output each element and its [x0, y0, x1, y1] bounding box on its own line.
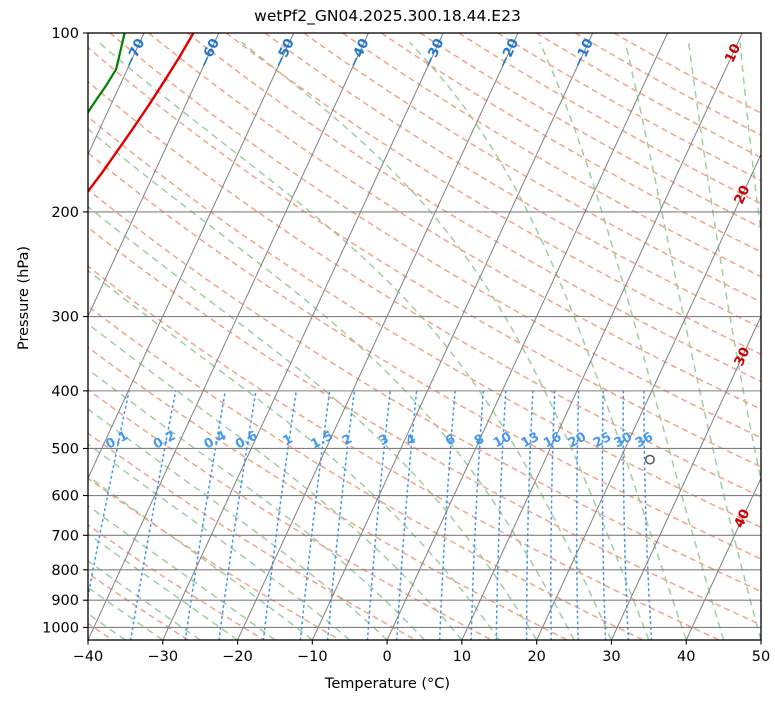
y-axis-ticks: 100 200 300 400 500 600 700 800 900 1000 [42, 26, 88, 636]
mixing-ratio-label: 25 [591, 430, 614, 452]
isotherm-line [88, 33, 369, 640]
x-axis-label: Temperature (°C) [324, 676, 451, 692]
isotherm-label: 10 [722, 41, 744, 65]
dry-adiabat [419, 33, 761, 229]
mixing-ratio-line [88, 390, 130, 601]
y-tick-label: 200 [51, 205, 79, 221]
moist-adiabat [88, 269, 500, 640]
isotherm-line [88, 33, 220, 318]
isotherm-line [88, 33, 295, 480]
dry-adiabat [380, 33, 761, 253]
dry-adiabat [109, 33, 761, 439]
mixing-ratio-label: 20 [566, 430, 589, 452]
moist-adiabat [88, 586, 164, 640]
x-tick-label: −30 [147, 649, 178, 665]
mixing-ratio-label: 36 [633, 430, 656, 452]
mixing-ratio-label: 30 [612, 430, 635, 452]
mixing-ratio-label: 16 [541, 430, 564, 452]
x-tick-label: −20 [222, 649, 253, 665]
y-tick-label: 600 [51, 489, 79, 505]
dry-adiabat [574, 33, 761, 136]
x-tick-label: 50 [752, 649, 770, 665]
x-tick-label: 0 [382, 649, 391, 665]
dry-adiabat [88, 188, 761, 593]
dry-adiabat [187, 33, 761, 383]
mixing-ratio-lines [88, 390, 653, 640]
mixing-ratio-label: 13 [519, 430, 542, 452]
mixing-ratio-line [299, 390, 331, 640]
moist-adiabat [624, 42, 761, 640]
dry-adiabat [88, 305, 644, 640]
isotherm-label: 30 [731, 345, 753, 369]
plot-border [87, 32, 762, 641]
moist-adiabat [687, 42, 761, 484]
moist-adiabat [88, 443, 351, 640]
lcl-marker-icon [644, 454, 655, 465]
x-tick-label: −40 [73, 649, 104, 665]
mixing-ratio-line [366, 390, 392, 640]
mixing-ratio-line [262, 390, 298, 640]
isotherm-lines [0, 33, 761, 640]
x-axis-ticks: −40 −30 −20 −10 0 10 20 30 40 50 [73, 640, 770, 665]
isotherm-line [386, 33, 668, 640]
isotherm-line [610, 315, 761, 640]
y-tick-label: 800 [51, 563, 79, 579]
marker-group [644, 454, 655, 465]
isotherm-line [311, 33, 594, 640]
isotherm-line [760, 638, 761, 640]
isotherm-line [88, 33, 145, 156]
dry-adiabat [88, 226, 761, 626]
mixing-ratio-line [326, 390, 356, 640]
moist-adiabat [241, 41, 650, 640]
y-tick-label: 900 [51, 593, 79, 609]
dry-adiabat [88, 115, 761, 529]
moist-adiabat [538, 41, 725, 640]
isotherm-line [536, 153, 761, 640]
dry-adiabat [88, 46, 761, 468]
mixing-ratio-line [395, 390, 418, 640]
y-tick-label: 700 [51, 528, 79, 544]
dry-adiabat [497, 33, 761, 182]
x-tick-label: 20 [527, 649, 545, 665]
y-tick-label: 500 [51, 441, 79, 457]
dry-adiabat [303, 33, 761, 303]
moist-adiabat [88, 532, 238, 640]
mixing-ratio-label: 10 [491, 430, 514, 452]
dry-adiabat [225, 33, 761, 356]
isotherm-line [0, 33, 69, 640]
dry-adiabat [88, 346, 568, 640]
isotherm-line [685, 476, 761, 640]
pressure-gridlines [88, 33, 761, 628]
y-tick-label: 1000 [42, 620, 79, 636]
isotherm-line [162, 33, 444, 640]
dry-adiabat [0, 33, 37, 640]
y-tick-label: 300 [51, 310, 79, 326]
dry-adiabat [88, 388, 492, 640]
isotherm-line [461, 33, 743, 640]
moist-adiabat [88, 205, 538, 640]
mixing-ratio-line [129, 390, 177, 640]
x-tick-label: 10 [453, 649, 471, 665]
mixing-ratio-line [184, 390, 227, 640]
moist-adiabat [88, 322, 463, 640]
x-tick-label: 40 [677, 649, 695, 665]
mixing-ratio-line [218, 390, 257, 640]
isotherm-line [237, 33, 519, 640]
dry-adiabat [88, 151, 761, 560]
y-tick-label: 100 [51, 26, 79, 42]
x-tick-label: −10 [297, 649, 328, 665]
y-tick-label: 400 [51, 384, 79, 400]
moist-adiabat [88, 639, 89, 640]
isotherm-label: 20 [731, 183, 753, 207]
x-tick-label: 30 [602, 649, 620, 665]
dry-adiabat-lines [0, 33, 761, 640]
isotherm-label: 40 [731, 507, 753, 531]
page-title: wetPf2_GN04.2025.300.18.44.E23 [254, 7, 521, 25]
moist-adiabat [88, 560, 201, 640]
plot-background [88, 33, 761, 640]
moist-adiabat [98, 41, 613, 640]
